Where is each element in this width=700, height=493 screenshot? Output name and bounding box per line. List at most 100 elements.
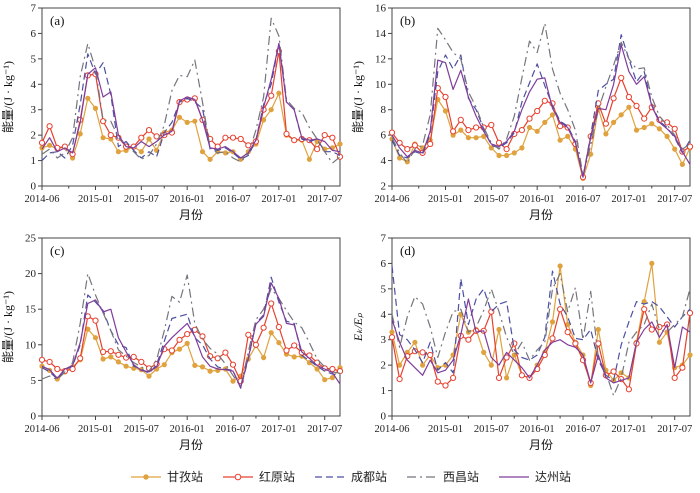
- series-hongyuan-marker: [427, 140, 434, 148]
- x-tick-label: 2016-07: [216, 424, 251, 435]
- series-ganzi-marker: [146, 373, 152, 379]
- series-ganzi-marker: [276, 90, 282, 96]
- series-hongyuan-marker: [625, 386, 632, 393]
- series-ganzi-marker: [138, 149, 144, 155]
- series-hongyuan-marker: [450, 374, 457, 381]
- series-hongyuan-marker: [54, 365, 61, 373]
- x-tick-label: 2014-06: [25, 194, 60, 205]
- series-hongyuan-marker: [145, 127, 153, 134]
- series-hongyuan-marker: [245, 331, 252, 338]
- series-ganzi-marker: [626, 104, 632, 110]
- series-ganzi-marker: [85, 95, 91, 101]
- series-hongyuan-marker: [229, 361, 237, 368]
- series-hongyuan-marker: [138, 358, 145, 365]
- subplot-c-canvas: 0 5 10 15 20 25 2014-06 2015-01 2015-07 2016-01 20…: [1, 233, 344, 452]
- series-ganzi-marker: [123, 363, 129, 369]
- series-ganzi-marker: [656, 339, 662, 345]
- series-xichang-line: [41, 17, 341, 164]
- panel-label: (c): [50, 243, 64, 258]
- y-tick-label: 0: [31, 181, 37, 193]
- y-tick-label: 12: [375, 53, 386, 65]
- series-ganzi-marker: [557, 263, 563, 269]
- x-tick-label: 2015-07: [474, 194, 509, 205]
- series-ganzi-marker: [496, 326, 502, 333]
- series-hongyuan-marker: [260, 324, 267, 331]
- series-hongyuan-marker: [557, 306, 564, 313]
- y-tick-label: 6: [381, 258, 387, 270]
- plot-frame: [391, 7, 691, 187]
- series-ganzi-marker: [207, 156, 213, 162]
- y-tick-label: 4: [31, 79, 37, 91]
- series-hongyuan-marker: [138, 134, 145, 141]
- series-ganzi-marker: [192, 118, 198, 124]
- x-tick-label: 2016-01: [170, 194, 205, 205]
- series-ganzi-marker: [519, 145, 525, 151]
- series-ganzi-marker: [184, 119, 190, 126]
- series-hongyuan-marker: [595, 340, 602, 347]
- series-ganzi-marker: [542, 119, 548, 126]
- series-hongyuan-marker: [618, 74, 625, 82]
- y-tick-label: 0: [381, 411, 387, 423]
- series-dazhou-line: [391, 298, 691, 384]
- series-hongyuan-marker: [245, 142, 252, 149]
- x-tick-label: 2014-06: [25, 424, 60, 435]
- y-tick-label: 2: [381, 181, 387, 193]
- y-tick-label: 4: [381, 155, 387, 167]
- series-hongyuan-marker: [610, 368, 617, 375]
- series-ganzi-marker: [595, 326, 601, 333]
- y-tick-label: 14: [375, 28, 387, 40]
- series-dazhou-line: [391, 44, 691, 178]
- series-ganzi-line: [391, 98, 691, 179]
- series-hongyuan-marker: [503, 146, 510, 153]
- legend-hongyuan-line-sample: [222, 473, 253, 480]
- y-tick-label: 15: [25, 304, 37, 316]
- legend-chengdu-line-sample: [314, 475, 345, 478]
- series-ganzi-marker: [496, 152, 502, 159]
- series-hongyuan-marker: [38, 356, 46, 363]
- x-tick-label: 2017-01: [611, 424, 646, 435]
- series-ganzi-marker: [534, 128, 540, 134]
- panel-label: (d): [400, 243, 415, 258]
- series-hongyuan-marker: [641, 115, 648, 122]
- series-hongyuan-marker: [564, 329, 571, 336]
- series-ganzi-marker: [100, 356, 106, 362]
- panel-label: (a): [50, 13, 64, 28]
- series-hongyuan-marker: [686, 143, 694, 150]
- legend-label-hongyuan: 红原站: [258, 470, 295, 484]
- legend-item-chengdu: 成都站: [313, 468, 387, 485]
- series-hongyuan-marker: [336, 368, 344, 375]
- x-tick-label: 2015-01: [428, 424, 463, 435]
- series-hongyuan-marker: [411, 142, 419, 149]
- series-ganzi-marker: [184, 340, 190, 347]
- series-ganzi-marker: [481, 349, 487, 356]
- series-hongyuan-marker: [686, 309, 694, 317]
- series-ganzi-marker: [504, 152, 510, 159]
- series-hongyuan-marker: [291, 137, 298, 144]
- series-hongyuan-line: [391, 77, 691, 178]
- series-hongyuan-marker: [92, 317, 99, 324]
- x-tick-label: 2014-06: [375, 424, 410, 435]
- series-hongyuan-marker: [465, 336, 472, 343]
- series-ganzi-marker: [261, 117, 267, 123]
- series-ganzi-marker: [115, 149, 122, 155]
- series-hongyuan-marker: [222, 349, 229, 356]
- series-hongyuan-marker: [283, 347, 290, 354]
- series-hongyuan-marker: [291, 342, 298, 349]
- series-ganzi-marker: [100, 135, 106, 141]
- series-ganzi-marker: [276, 340, 282, 346]
- series-ganzi-marker: [656, 126, 662, 132]
- subplot-b-canvas: 2 4 6 8 10 12 14 16 2014-06 2015-01 2015-07 2016-01…: [351, 3, 694, 222]
- x-tick-label: 2016-07: [216, 194, 251, 205]
- series-ganzi-marker: [108, 354, 114, 360]
- series-ganzi-marker: [161, 362, 167, 368]
- series-hongyuan-marker: [252, 341, 259, 348]
- series-xichang-line: [391, 22, 691, 177]
- series-ganzi-marker: [199, 364, 206, 370]
- series-hongyuan-marker: [450, 128, 457, 135]
- series-hongyuan-marker: [222, 134, 229, 141]
- series-hongyuan-marker: [572, 340, 579, 347]
- x-tick-label: 2017-07: [657, 194, 692, 205]
- series-hongyuan-marker: [396, 376, 403, 383]
- series-xichang-line: [41, 273, 341, 388]
